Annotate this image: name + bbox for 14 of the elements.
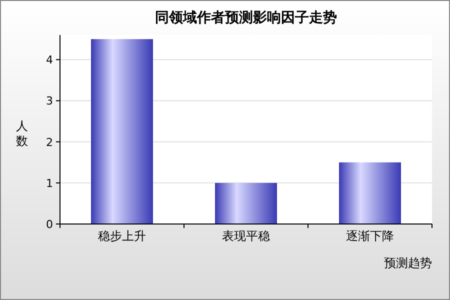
x-axis-title: 预测趋势 — [384, 256, 432, 270]
y-axis-title: 人数 — [16, 119, 28, 148]
y-tick-label: 0 — [46, 218, 53, 231]
y-tick-label: 3 — [46, 94, 53, 108]
y-tick-label: 1 — [46, 176, 53, 190]
chart-title: 同领域作者预测影响因子走势 — [155, 10, 337, 26]
bar — [215, 182, 277, 224]
bar — [91, 39, 153, 224]
x-tick-label: 稳步上升 — [98, 229, 146, 243]
y-tick-label: 4 — [46, 54, 53, 67]
x-tick-label: 逐渐下降 — [346, 229, 394, 243]
y-tick-label: 2 — [46, 136, 53, 149]
bar — [339, 162, 401, 224]
x-tick-label: 表现平稳 — [222, 229, 270, 243]
